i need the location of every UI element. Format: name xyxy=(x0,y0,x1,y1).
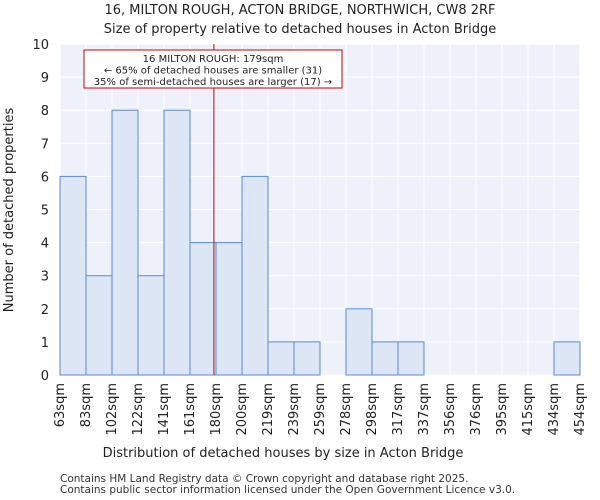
y-tick-label: 9 xyxy=(41,71,49,86)
x-tick-label: 395sqm xyxy=(495,383,510,436)
annotation-line-2: ← 65% of detached houses are smaller (31… xyxy=(104,66,322,77)
x-tick-label: 122sqm xyxy=(131,383,146,436)
bar-180sqm xyxy=(215,242,243,376)
x-tick-label: 180sqm xyxy=(209,383,224,436)
y-tick-label: 7 xyxy=(41,137,49,152)
x-tick-label: 219sqm xyxy=(261,383,276,436)
x-tick-label: 317sqm xyxy=(391,383,406,436)
y-axis-label: Number of detached properties xyxy=(2,108,17,313)
x-axis-label: Distribution of detached houses by size … xyxy=(103,446,464,461)
bar-219sqm xyxy=(267,341,295,376)
bar-239sqm xyxy=(293,341,321,376)
x-tick-label: 278sqm xyxy=(339,383,354,436)
x-tick-label: 239sqm xyxy=(287,383,302,436)
x-tick-label: 161sqm xyxy=(183,383,198,436)
x-tick-label: 200sqm xyxy=(235,383,250,436)
x-tick-label: 337sqm xyxy=(417,383,432,436)
footer-line-2: Contains public sector information licen… xyxy=(60,484,516,496)
bar-298sqm xyxy=(371,341,399,376)
annotation-line-1: 16 MILTON ROUGH: 179sqm xyxy=(143,54,284,65)
bar-317sqm xyxy=(397,341,425,376)
x-tick-label: 83sqm xyxy=(79,383,94,427)
x-tick-label: 259sqm xyxy=(313,383,328,436)
bar-278sqm xyxy=(345,308,373,376)
bar-63sqm xyxy=(59,175,87,376)
bar-102sqm xyxy=(111,109,139,376)
bar-200sqm xyxy=(241,175,269,376)
bar-141sqm xyxy=(163,109,191,376)
chart-subtitle: Size of property relative to detached ho… xyxy=(104,22,496,37)
y-tick-label: 5 xyxy=(41,204,49,219)
plot-area: 0 1 2 3 4 5 6 7 8 9 10 63sqm 83sqm 102sqm 122sqm 141sqm… xyxy=(32,38,588,436)
annotation-line-3: 35% of semi-detached houses are larger (… xyxy=(94,77,332,88)
y-tick-label: 0 xyxy=(41,369,49,384)
x-tick-label: 356sqm xyxy=(443,383,458,436)
y-tick-label: 2 xyxy=(41,303,49,318)
bar-161sqm xyxy=(189,242,217,376)
chart-title: 16, MILTON ROUGH, ACTON BRIDGE, NORTHWIC… xyxy=(104,3,495,18)
x-tick-label: 141sqm xyxy=(157,383,172,436)
x-tick-label: 434sqm xyxy=(547,383,562,436)
y-tick-label: 10 xyxy=(32,38,49,53)
x-tick-label: 454sqm xyxy=(573,383,588,436)
x-tick-label: 415sqm xyxy=(521,383,536,436)
y-tick-label: 8 xyxy=(41,104,49,119)
bar-122sqm xyxy=(137,275,165,376)
y-tick-label: 3 xyxy=(41,270,49,285)
bar-83sqm xyxy=(85,275,113,376)
x-tick-label: 102sqm xyxy=(105,383,120,436)
y-tick-label: 1 xyxy=(41,336,49,351)
x-tick-label: 298sqm xyxy=(365,383,380,436)
y-tick-label: 4 xyxy=(41,237,49,252)
annotation-box xyxy=(83,49,343,89)
x-tick-label: 376sqm xyxy=(469,383,484,436)
x-tick-label: 63sqm xyxy=(53,383,68,427)
footer-line-1: Contains HM Land Registry data © Crown c… xyxy=(60,473,469,485)
y-tick-label: 6 xyxy=(41,170,49,185)
bar-434sqm xyxy=(553,341,581,376)
